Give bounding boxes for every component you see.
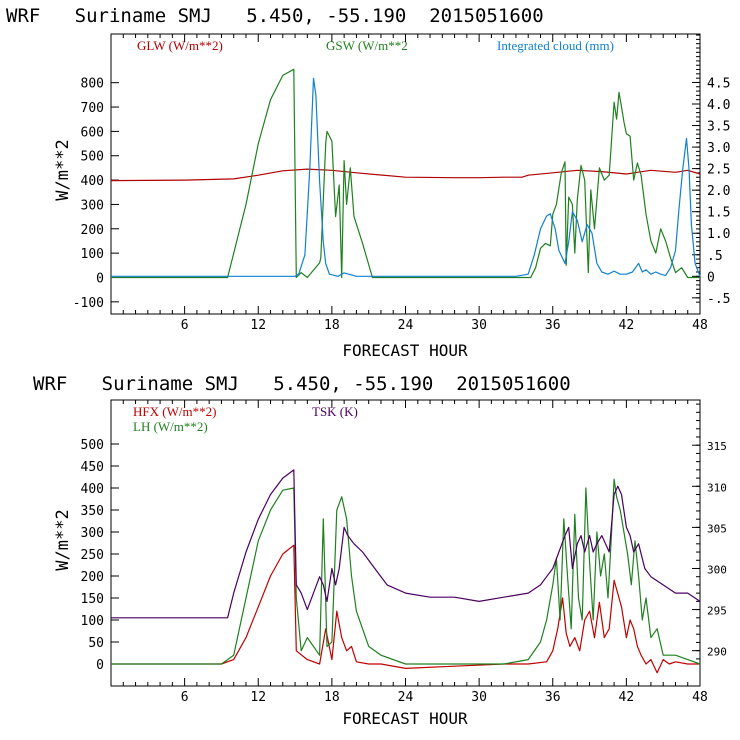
- x-tick-label: 12: [250, 690, 266, 705]
- y-tick-label: 200: [81, 570, 104, 585]
- chart-title: WRF Suriname SMJ 5.450, -55.190 20150516…: [6, 5, 544, 27]
- y-axis-label: W/m**2: [53, 509, 73, 570]
- x-tick-label: 30: [471, 690, 487, 705]
- y-tick-label: 100: [81, 247, 104, 262]
- x-tick-label: 6: [181, 318, 189, 333]
- x-tick-label: 18: [324, 690, 340, 705]
- legend-tsk: TSK (K): [312, 404, 358, 419]
- x-tick-label: 48: [692, 318, 708, 333]
- y-axis-label: W/m**2: [53, 139, 73, 200]
- y-tick-label: 400: [81, 482, 104, 497]
- plot-frame: [110, 399, 701, 687]
- y-tick-label: 0: [96, 658, 104, 673]
- y2-tick-label: 305: [707, 522, 727, 535]
- y-tick-label: 300: [81, 198, 104, 213]
- x-tick-label: 36: [545, 690, 561, 705]
- y2-tick-label: 2.5: [707, 163, 730, 178]
- x-tick-label: 24: [398, 318, 414, 333]
- series-line-0: [111, 544, 700, 674]
- x-tick-label: 42: [619, 318, 635, 333]
- series-line-1: [111, 68, 700, 279]
- x-tick-label: 6: [181, 690, 189, 705]
- x-tick-label: 42: [619, 690, 635, 705]
- y2-tick-label: 1.0: [707, 227, 730, 242]
- y-tick-label: 300: [81, 526, 104, 541]
- x-tick-label: 12: [250, 318, 266, 333]
- x-tick-label: 36: [545, 318, 561, 333]
- chart-title: WRF Suriname SMJ 5.450, -55.190 20150516…: [33, 373, 571, 395]
- y-tick-label: 50: [88, 636, 104, 651]
- legend-integrated-cloud: Integrated cloud (mm): [497, 38, 614, 53]
- panel-top: WRF Suriname SMJ 5.450, -55.190 20150516…: [6, 5, 730, 360]
- y-tick-label: 350: [81, 504, 104, 519]
- legend-hfx: HFX (W/m**2): [133, 404, 216, 419]
- x-tick-label: 48: [692, 690, 708, 705]
- y2-tick-label: 315: [707, 440, 727, 453]
- panel-bottom: WRF Suriname SMJ 5.450, -55.190 20150516…: [33, 373, 727, 728]
- series-line-1: [111, 478, 701, 665]
- y2-tick-label: 4.0: [707, 98, 730, 113]
- y2-tick-label: 2.0: [707, 184, 730, 199]
- y-tick-label: 450: [81, 460, 104, 475]
- legend-glw: GLW (W/m**2): [137, 38, 223, 53]
- x-tick-label: 18: [324, 318, 340, 333]
- y-tick-label: -100: [73, 296, 104, 311]
- y2-tick-label: 1.5: [707, 206, 730, 221]
- y-tick-label: 200: [81, 223, 104, 238]
- y2-tick-label: 0: [707, 270, 715, 285]
- y-tick-label: 500: [81, 150, 104, 165]
- y-tick-label: 800: [81, 77, 104, 92]
- y2-tick-label: 4.5: [707, 76, 730, 91]
- x-axis-label: FORECAST HOUR: [342, 709, 468, 728]
- y-tick-label: 600: [81, 125, 104, 140]
- x-tick-label: 30: [471, 318, 487, 333]
- x-tick-label: 24: [398, 690, 414, 705]
- y2-tick-label: 295: [707, 605, 727, 618]
- y-tick-label: 250: [81, 548, 104, 563]
- y2-tick-label: 3.0: [707, 141, 730, 156]
- x-axis-label: FORECAST HOUR: [342, 341, 468, 360]
- y2-tick-label: -.5: [707, 292, 730, 307]
- series-line-2: [111, 77, 701, 277]
- y2-tick-label: 310: [707, 481, 727, 494]
- series-line-0: [110, 168, 701, 182]
- y2-tick-label: 3.5: [707, 120, 730, 135]
- y-tick-label: 0: [96, 271, 104, 286]
- y2-tick-label: .5: [707, 249, 723, 264]
- y-tick-label: 100: [81, 614, 104, 629]
- series-line-2: [111, 469, 701, 619]
- legend-gsw: GSW (W/m**2: [326, 38, 408, 53]
- y2-tick-label: 300: [707, 563, 727, 576]
- y-tick-label: 400: [81, 174, 104, 189]
- y-tick-label: 150: [81, 592, 104, 607]
- legend-lh: LH (W/m**2): [133, 419, 208, 434]
- y2-tick-label: 290: [707, 646, 727, 659]
- y-tick-label: 500: [81, 438, 104, 453]
- y-tick-label: 700: [81, 101, 104, 116]
